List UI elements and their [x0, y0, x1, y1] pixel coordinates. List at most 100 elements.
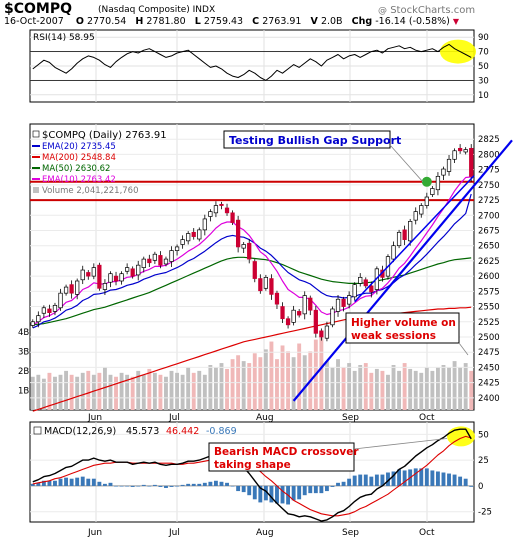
open-label: O: [75, 16, 84, 27]
volume-bar: [424, 366, 429, 410]
volume-bar: [197, 370, 202, 410]
volume-bar: [225, 368, 229, 410]
macd-legend-icon: [33, 426, 42, 435]
volume-bar: [41, 378, 46, 410]
volume-bar: [275, 359, 279, 410]
candle-body: [219, 203, 224, 206]
copyright-icon: @: [378, 6, 387, 16]
volume-bar: [397, 370, 402, 410]
volume-bar: [458, 366, 463, 410]
macd-histogram-bar: [197, 483, 202, 486]
macd-histogram-bar: [263, 485, 268, 501]
price-tick-label: 2525: [478, 318, 500, 328]
candle-body: [224, 207, 230, 214]
volume-bar: [386, 374, 390, 410]
price-legend-entry: MA(50) 2630.62: [42, 164, 110, 174]
volume-bar: [341, 366, 346, 410]
macd-histogram-bar: [130, 485, 135, 487]
macd-histogram-bar: [213, 480, 218, 486]
rsi-legend: RSI(14) 58.95: [33, 33, 95, 43]
volume-bar: [125, 374, 130, 410]
price-legend-entry: EMA(20) 2735.45: [42, 142, 116, 152]
price-tick-label: 2650: [478, 242, 500, 252]
candle-body: [124, 267, 130, 272]
price-tick-label: 2475: [478, 348, 500, 358]
candle-body: [274, 292, 280, 305]
volume-bar: [330, 366, 335, 410]
volume-bar: [263, 349, 268, 410]
watermark: @ StockCharts.com: [378, 5, 475, 16]
volume-bar: [402, 363, 407, 410]
macd-tick-label: 25: [478, 456, 489, 466]
candle-body: [352, 284, 357, 298]
candle-body: [258, 278, 263, 292]
volume-bar: [380, 370, 385, 410]
gap-support-marker: [421, 176, 432, 187]
macd-histogram-bar: [330, 485, 335, 487]
macd-histogram-bar: [252, 485, 257, 500]
candle-body: [302, 295, 307, 315]
ema20-line: [32, 193, 472, 329]
volume-bar: [47, 372, 52, 410]
candle-body: [191, 231, 196, 237]
macd-histogram-bar: [114, 485, 118, 487]
volume-bar: [191, 372, 196, 410]
candle-body: [313, 309, 318, 334]
price-legend-entry: EMA(10) 2763.42: [42, 175, 116, 185]
price-legend-entry: Volume 2,041,221,760: [42, 186, 139, 196]
price-tick-label: 2425: [478, 379, 500, 389]
macd-histogram-bar: [380, 474, 385, 486]
high-value: 2781.80: [146, 16, 186, 27]
volume-bar: [230, 359, 235, 410]
volume-bar: [30, 376, 35, 410]
candle-body: [69, 284, 74, 294]
down-arrow-icon: ▼: [452, 17, 460, 26]
macd-histogram-bar: [225, 482, 229, 486]
candle-body: [47, 308, 52, 313]
volume-tick-label: 1B: [18, 386, 29, 396]
annotation-volume-line1: Higher volume on: [351, 317, 456, 329]
candle-body: [113, 275, 119, 282]
candle-body: [330, 308, 335, 326]
volume-bar: [269, 341, 274, 410]
volume-bar: [241, 361, 246, 410]
rsi-line: [32, 43, 472, 81]
macd-histogram-bar: [452, 474, 457, 486]
candle-body: [247, 242, 252, 260]
macd-histogram-bar: [58, 478, 63, 486]
candle-body: [152, 253, 158, 261]
price-month-label: Jul: [168, 413, 180, 423]
volume-bar: [108, 374, 113, 410]
candle-body: [213, 205, 219, 214]
candle-body: [180, 239, 185, 245]
macd-histogram-bar: [391, 471, 396, 486]
annotation-box-volume: [345, 312, 460, 344]
rsi-tick-label: 70: [478, 48, 489, 58]
macd-histogram-bar: [136, 485, 141, 487]
volume-bar: [469, 370, 474, 410]
macd-histogram-bar: [313, 485, 318, 494]
macd-histogram-bar: [374, 474, 379, 486]
chart-title: $COMPQ: [4, 1, 73, 17]
volume-bar: [441, 365, 446, 410]
macd-histogram-bar: [291, 485, 296, 501]
candle-body: [402, 229, 407, 240]
macd-histogram-bar: [247, 485, 252, 496]
candle-body: [419, 205, 424, 215]
candle-body: [208, 211, 213, 217]
volume-bar: [352, 370, 357, 410]
candle-body: [63, 286, 69, 294]
macd-histogram-bar: [69, 478, 74, 486]
rsi-highlight: [440, 39, 476, 64]
annotation-volume-pointer: [458, 342, 469, 356]
macd-histogram-bar: [91, 478, 96, 486]
macd-month-label: Oct: [419, 528, 435, 538]
price-tick-label: 2450: [478, 363, 500, 373]
macd-histogram-bar: [369, 476, 374, 486]
uptrend-line: [292, 139, 513, 402]
price-tick-label: 2800: [478, 150, 500, 160]
candle-body: [169, 250, 174, 262]
candle-body: [174, 246, 180, 251]
macd-histogram-bar: [258, 485, 263, 503]
macd-histogram-bar: [158, 485, 163, 487]
